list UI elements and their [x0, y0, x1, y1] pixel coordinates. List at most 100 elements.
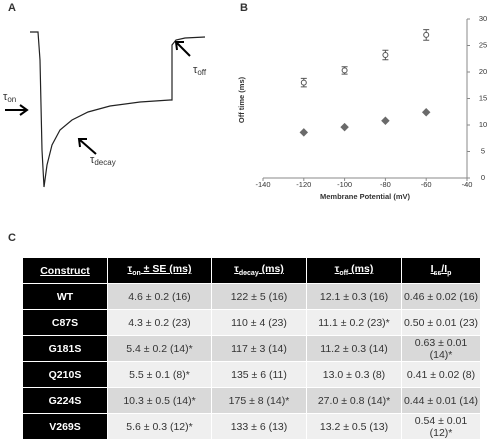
header-part: τ: [334, 263, 340, 276]
label-symbol: τ: [3, 91, 8, 103]
value-cell: 122 ± 5 (16): [211, 283, 307, 310]
arrow: [77, 138, 97, 155]
header-part: Construct: [40, 264, 90, 277]
header-text: Construct: [40, 265, 90, 277]
construct-cell: Q210S: [22, 361, 108, 388]
construct-cell: G181S: [22, 335, 108, 362]
y-tick-label: 30: [479, 14, 487, 23]
x-tick-label: -80: [380, 180, 391, 189]
x-tick-label: -100: [337, 180, 352, 189]
header-cell: τoff (ms): [306, 257, 402, 284]
x-tick-label: -40: [462, 180, 473, 189]
header-text: τdecay (ms): [234, 263, 284, 278]
value-cell: 0.63 ± 0.01 (14)*: [401, 335, 481, 362]
value-cell: 5.4 ± 0.2 (14)*: [107, 335, 212, 362]
table-row: G224S 10.3 ± 0.5 (14)* 175 ± 8 (14)* 27.0 ±…: [22, 387, 481, 414]
point: [340, 122, 349, 132]
label-subscript: off: [197, 68, 207, 77]
value-cell: 11.2 ± 0.3 (14): [306, 335, 402, 362]
header-text: τon ± SE (ms): [128, 263, 192, 277]
value-cell: 4.6 ± 0.2 (16): [107, 283, 212, 310]
panel-label: C: [8, 232, 16, 244]
y-tick-label: 25: [479, 40, 487, 49]
header-row: Construct τon ± SE (ms) τdecay (ms) τoff (m…: [22, 257, 481, 284]
results-table: Construct τon ± SE (ms) τdecay (ms) τoff (m…: [22, 257, 481, 440]
point: [421, 108, 431, 117]
header-part: /I: [441, 263, 448, 276]
value-cell: 13.2 ± 0.5 (13): [306, 413, 402, 440]
value-cell: 0.46 ± 0.02 (16): [401, 283, 481, 310]
value-cell: 11.1 ± 0.2 (23)*: [306, 309, 402, 336]
value-cell: 175 ± 8 (14)*: [211, 387, 307, 414]
value-cell: 133 ± 6 (13): [211, 413, 307, 440]
y-tick-label: 0: [481, 173, 485, 182]
header-text: τoff (ms): [334, 263, 374, 278]
y-tick-label: 5: [481, 146, 485, 155]
table-row: Q210S 5.5 ± 0.1 (8)* 135 ± 6 (11) 13.0 ± 0.…: [22, 361, 481, 388]
construct-cell: G224S: [22, 387, 108, 414]
construct-cell: C87S: [22, 309, 108, 336]
table-row: WT 4.6 ± 0.2 (16) 122 ± 5 (16) 12.1 ± 0.3 (…: [22, 283, 481, 310]
point: [382, 52, 389, 59]
header-part: ± SE (ms): [140, 263, 192, 276]
y-tick-label: 15: [479, 93, 487, 102]
value-cell: 10.3 ± 0.5 (14)*: [107, 387, 212, 414]
point: [299, 128, 309, 137]
table-row: C87S 4.3 ± 0.2 (23) 110 ± 4 (23) 11.1 ± 0.2…: [22, 309, 481, 336]
value-cell: 27.0 ± 0.8 (14)*: [306, 387, 402, 414]
x-axis-label: Membrane Potential (mV): [320, 192, 411, 201]
header-part: p: [447, 270, 452, 278]
value-cell: 0.50 ± 0.01 (23): [401, 309, 481, 336]
arrow: [174, 41, 191, 57]
header-cell: τon ± SE (ms): [107, 257, 212, 284]
x-tick-label: -140: [255, 180, 270, 189]
value-cell: 12.1 ± 0.3 (16): [306, 283, 402, 310]
header-part: off: [339, 270, 349, 278]
figure: A B C τon τdecay τoff Membrane Potential…: [3, 2, 487, 244]
label-symbol: τ: [90, 154, 95, 166]
point: [300, 79, 307, 86]
value-cell: 13.0 ± 0.3 (8): [306, 361, 402, 388]
value-cell: 135 ± 6 (11): [211, 361, 307, 388]
construct-cell: WT: [22, 283, 108, 310]
header-part: I: [430, 263, 434, 276]
value-cell: 0.44 ± 0.01 (14): [401, 387, 481, 414]
header-text: Iss/Ip: [430, 263, 452, 278]
arrow: [5, 104, 29, 116]
value-cell: 5.5 ± 0.1 (8)*: [107, 361, 212, 388]
table-row: V269S 5.6 ± 0.3 (12)* 133 ± 6 (13) 13.2 ± 0…: [22, 413, 481, 440]
current-trace: [30, 31, 206, 188]
point: [341, 67, 348, 74]
header-cell: Iss/Ip: [401, 257, 481, 284]
table-row: G181S 5.4 ± 0.2 (14)* 117 ± 3 (14) 11.2 ± 0…: [22, 335, 481, 362]
header-part: τ: [234, 263, 239, 276]
value-cell: 4.3 ± 0.2 (23): [107, 309, 212, 336]
panel-label: B: [240, 2, 248, 14]
value-cell: 0.41 ± 0.02 (8): [401, 361, 481, 388]
label-symbol: τ: [193, 64, 198, 76]
x-tick-label: -60: [421, 180, 432, 189]
point: [381, 116, 390, 126]
construct-cell: V269S: [22, 413, 108, 440]
point: [423, 31, 430, 38]
value-cell: 0.54 ± 0.01 (12)*: [401, 413, 481, 440]
label-subscript: decay: [94, 158, 115, 167]
value-cell: 117 ± 3 (14): [211, 335, 307, 362]
header-part: (ms): [348, 263, 374, 276]
header-cell: τdecay (ms): [211, 257, 307, 284]
value-cell: 110 ± 4 (23): [211, 309, 307, 336]
tau-decay-label: τdecay: [90, 154, 116, 167]
header-part: ss: [433, 270, 442, 278]
label-subscript: on: [7, 95, 16, 104]
tau-on-label: τon: [3, 91, 16, 104]
tau-off-label: τoff: [193, 64, 207, 77]
header-cell: Construct: [22, 257, 108, 284]
y-tick-label: 10: [479, 120, 487, 129]
panel-label: A: [8, 2, 16, 14]
y-axis-label: Off time (ms): [237, 76, 246, 123]
header-part: decay: [238, 270, 259, 278]
page: A B C τon τdecay τoff Membrane Potential…: [3, 1, 488, 440]
value-cell: 5.6 ± 0.3 (12)*: [107, 413, 212, 440]
header-part: (ms): [258, 263, 284, 276]
y-tick-label: 20: [479, 67, 487, 76]
